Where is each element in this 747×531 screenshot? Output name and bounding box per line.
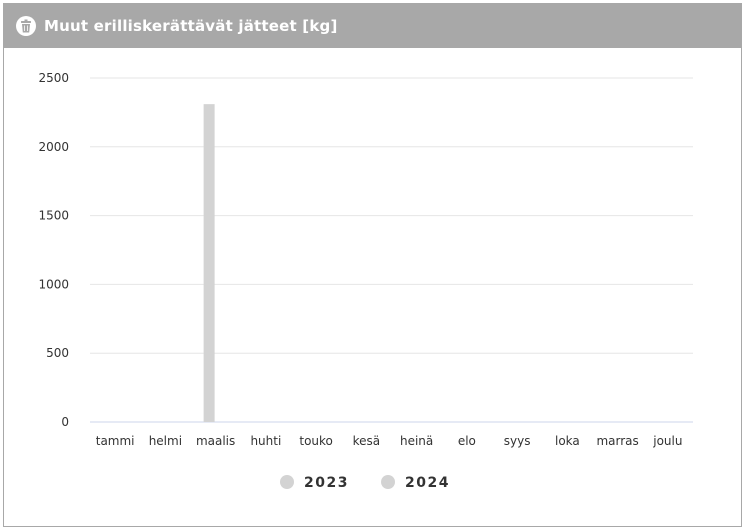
- y-tick-label: 500: [46, 346, 69, 360]
- x-tick-label: joulu: [652, 434, 682, 448]
- x-tick-label: huhti: [250, 434, 281, 448]
- y-tick-label: 2000: [38, 140, 69, 154]
- x-tick-label: helmi: [149, 434, 182, 448]
- y-tick-label: 0: [61, 415, 69, 429]
- x-tick-label: kesä: [353, 434, 381, 448]
- chart-header: Muut erilliskerättävät jätteet [kg]: [4, 4, 741, 48]
- legend-marker: [381, 475, 395, 489]
- x-tick-label: syys: [504, 434, 531, 448]
- bar-2023-maalis[interactable]: [203, 104, 215, 423]
- legend-marker: [280, 475, 294, 489]
- y-tick-label: 1000: [38, 277, 69, 291]
- y-tick-label: 2500: [38, 71, 69, 85]
- x-tick-label: marras: [596, 434, 638, 448]
- x-tick-label: touko: [299, 434, 333, 448]
- y-tick-label: 1500: [38, 209, 69, 223]
- x-tick-label: tammi: [96, 434, 135, 448]
- legend-item-2024[interactable]: 2024: [381, 475, 450, 491]
- legend-label: 2023: [304, 475, 349, 491]
- legend-label: 2024: [405, 475, 450, 491]
- chart-panel: Muut erilliskerättävät jätteet [kg]: [3, 3, 742, 527]
- x-tick-label: elo: [458, 434, 476, 448]
- legend-item-2023[interactable]: 2023: [280, 475, 349, 491]
- x-tick-label: maalis: [196, 434, 235, 448]
- x-tick-label: loka: [555, 434, 580, 448]
- chart-title: Muut erilliskerättävät jätteet [kg]: [44, 17, 338, 35]
- trash-bin-icon: [16, 16, 36, 36]
- x-tick-label: heinä: [400, 434, 433, 448]
